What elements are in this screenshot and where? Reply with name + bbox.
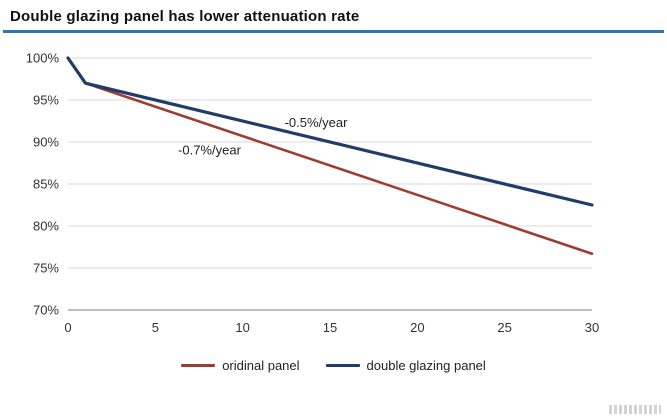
chart-area: 70% 75% 80% 85% 90% 95% 100% 0 5 10 15 20 25 30 -0.5%/…	[0, 40, 667, 352]
y-tick-label: 95%	[33, 93, 59, 108]
y-tick-label: 70%	[33, 303, 59, 318]
legend: oridinal panel double glazing panel	[0, 358, 667, 373]
x-tick-label: 25	[497, 320, 511, 335]
y-tick-label: 100%	[26, 51, 60, 66]
annotation-label: -0.7%/year	[178, 143, 242, 158]
watermark	[609, 405, 661, 414]
x-tick-label: 5	[152, 320, 159, 335]
chart-title: Double glazing panel has lower attenuati…	[10, 8, 360, 25]
x-tick-label: 0	[64, 320, 71, 335]
y-tick-label: 90%	[33, 135, 59, 150]
x-tick-label: 30	[585, 320, 599, 335]
y-tick-label: 85%	[33, 177, 59, 192]
legend-label-double-glazing: double glazing panel	[366, 358, 486, 373]
y-tick-label: 80%	[33, 219, 59, 234]
legend-swatch-original	[181, 364, 216, 367]
annotation-label: -0.5%/year	[285, 115, 349, 130]
legend-label-original: oridinal panel	[222, 358, 300, 373]
y-tick-label: 75%	[33, 261, 59, 276]
legend-item-double-glazing: double glazing panel	[325, 358, 486, 373]
x-tick-label: 15	[323, 320, 337, 335]
line-chart-svg: 70% 75% 80% 85% 90% 95% 100% 0 5 10 15 20 25 30 -0.5%/…	[26, 51, 599, 336]
legend-item-original: oridinal panel	[181, 358, 300, 373]
title-underline	[3, 30, 664, 33]
legend-swatch-double-glazing	[325, 364, 360, 367]
series-line-0	[66, 56, 594, 256]
series-line-1	[66, 56, 594, 207]
x-tick-label: 10	[235, 320, 249, 335]
x-tick-label: 20	[410, 320, 424, 335]
